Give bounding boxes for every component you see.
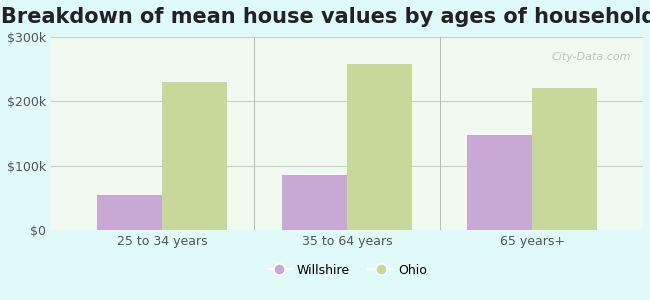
- Text: City-Data.com: City-Data.com: [552, 52, 631, 62]
- Bar: [532, 88, 597, 230]
- Bar: [162, 82, 227, 230]
- Legend: Willshire, Ohio: Willshire, Ohio: [261, 259, 432, 282]
- Bar: [467, 135, 532, 230]
- Bar: [98, 195, 162, 230]
- Bar: [282, 175, 347, 230]
- Bar: [347, 64, 411, 230]
- Title: Breakdown of mean house values by ages of householders: Breakdown of mean house values by ages o…: [1, 7, 650, 27]
